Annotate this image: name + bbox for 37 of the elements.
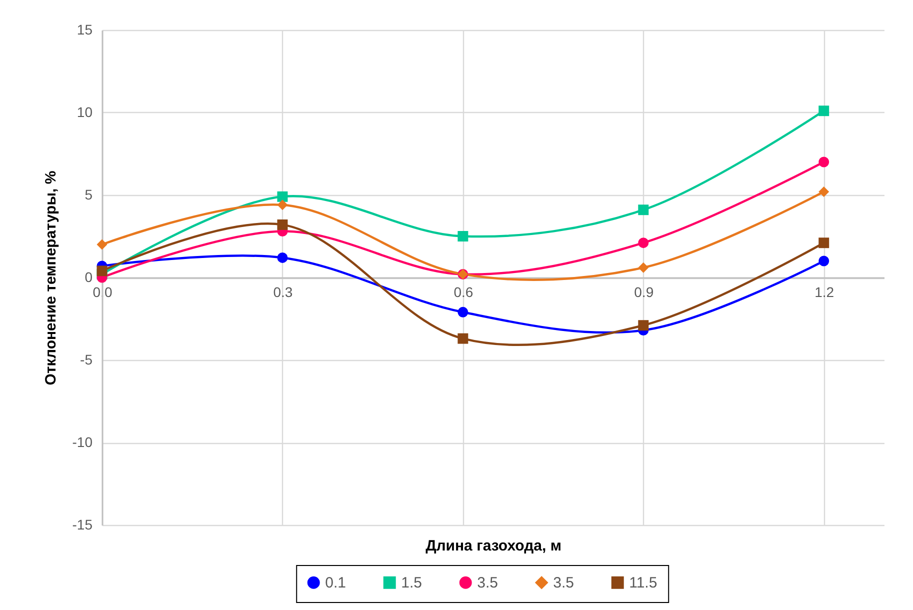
legend-label: 11.5: [629, 574, 658, 592]
point: [458, 231, 468, 242]
legend-label: 3.5: [477, 574, 498, 592]
point: [96, 239, 108, 250]
point: [277, 252, 288, 263]
y-tick-label: -15: [72, 516, 93, 532]
point: [638, 204, 649, 216]
point: [277, 200, 288, 210]
y-tick-label: -10: [72, 434, 93, 450]
point: [277, 219, 288, 230]
point: [818, 186, 830, 197]
legend-label: 1.5: [401, 574, 422, 592]
legend-label: 0.1: [325, 574, 346, 592]
y-tick-label: -5: [80, 352, 93, 368]
point: [638, 238, 649, 248]
x-tick-label: 0.9: [634, 284, 654, 300]
y-tick-label: 5: [84, 186, 93, 202]
point: [277, 191, 288, 202]
legend-label: 3.5: [553, 574, 574, 592]
point: [818, 256, 830, 266]
point: [638, 262, 649, 273]
y-tick-label: 15: [76, 22, 93, 38]
point: [458, 333, 468, 344]
y-tick-label: 10: [76, 104, 93, 120]
x-tick-label: 0.3: [273, 284, 293, 300]
x-tick-label: 0.6: [454, 284, 474, 300]
x-axis-title: Длина газохода, м: [426, 538, 562, 554]
point: [818, 156, 830, 168]
y-axis-title: Отклонение температуры, %: [42, 170, 60, 386]
point: [818, 238, 830, 248]
x-tick-label: 1.2: [814, 284, 834, 300]
point: [96, 266, 108, 276]
point: [638, 320, 649, 331]
y-tick-label: 0: [84, 269, 93, 285]
x-tick-label: 0.0: [92, 284, 112, 300]
point: [458, 306, 468, 318]
point: [818, 106, 830, 116]
